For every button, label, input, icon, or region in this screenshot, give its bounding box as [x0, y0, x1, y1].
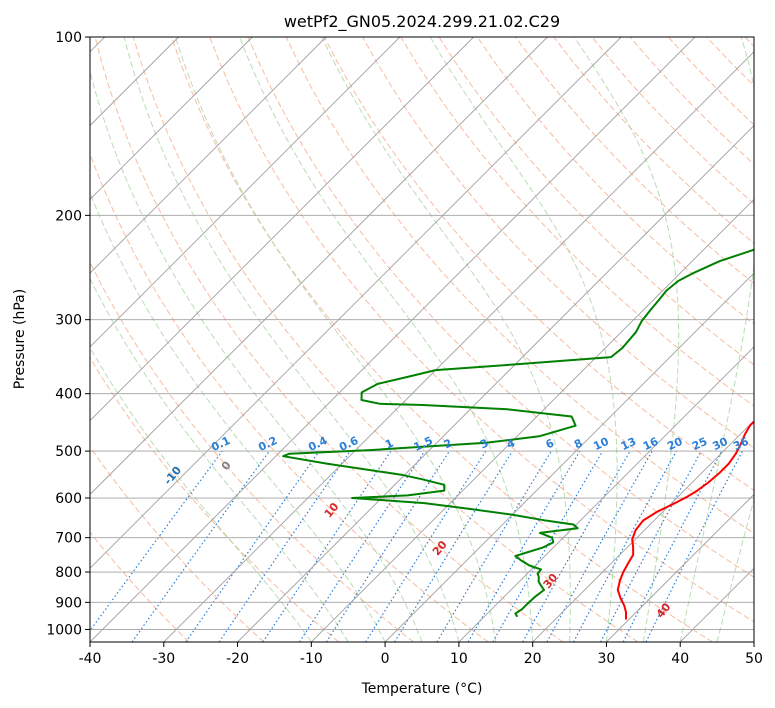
dewpoint-profile-line	[282, 248, 754, 618]
moist-adiabat	[90, 191, 386, 642]
x-tick-label: 30	[598, 651, 616, 667]
x-tick-label: 40	[671, 651, 689, 667]
isotherm	[606, 493, 754, 642]
isotherm	[237, 124, 754, 642]
y-tick-label: 100	[55, 30, 82, 46]
mixing-ratio-line	[546, 450, 653, 642]
mixing-ratio-line	[262, 450, 392, 642]
mixing-ratio-line	[394, 450, 513, 642]
x-tick-label: -20	[226, 651, 249, 667]
mixing-ratio-label: 20	[665, 435, 685, 453]
dry-adiabat	[90, 152, 489, 642]
isotherm	[90, 37, 474, 422]
x-tick-label: 50	[745, 651, 763, 667]
x-tick-label: -10	[300, 651, 323, 667]
dry-adiabat	[94, 37, 564, 642]
isotherm	[90, 37, 253, 200]
chart-title: wetPf2_GN05.2024.299.21.02.C29	[284, 12, 560, 32]
sounding-series	[282, 248, 754, 620]
isotherm	[90, 37, 327, 274]
mixing-ratio-label: 25	[690, 435, 709, 453]
mixing-ratio-line	[522, 450, 631, 642]
isotherm	[90, 37, 401, 348]
isotherm	[90, 37, 622, 569]
mixing-ratio-line	[90, 450, 223, 632]
y-tick-label: 300	[55, 313, 82, 329]
x-tick-label: -40	[79, 651, 102, 667]
y-tick-label: 500	[55, 444, 82, 460]
y-tick-label: 1000	[46, 622, 82, 638]
y-tick-label: 800	[55, 565, 82, 581]
dry-adiabat	[515, 37, 754, 285]
isotherm	[163, 51, 754, 642]
x-tick-label: 0	[381, 651, 390, 667]
dry-adiabat	[90, 531, 190, 642]
y-axis-title: Pressure (hPa)	[12, 289, 28, 389]
isotherm	[90, 37, 548, 496]
mixing-ratio-label: 30	[711, 435, 731, 453]
y-tick-label: 700	[55, 531, 82, 547]
temperature-profile-line	[616, 420, 754, 620]
moist-adiabat	[321, 37, 571, 642]
moist-adiabat	[429, 37, 618, 642]
mixing-ratio-line	[218, 450, 351, 642]
moist-adiabat	[175, 37, 497, 642]
mixing-ratio-line	[185, 450, 320, 642]
isotherm	[532, 420, 754, 642]
x-axis-title: Temperature (°C)	[361, 681, 483, 697]
isotherm	[311, 198, 754, 642]
mixing-ratio-line	[572, 450, 677, 642]
x-tick-label: 20	[524, 651, 542, 667]
isotherm	[90, 37, 696, 642]
x-tick-label: -30	[152, 651, 175, 667]
moist-adiabat	[679, 37, 754, 642]
mixing-ratio-label: 13	[619, 435, 638, 453]
plot-frame	[89, 36, 755, 643]
isotherm	[458, 346, 754, 642]
x-axis-ticks: -40 -30 -20 -10 0 10 20 30 40 50	[79, 642, 763, 667]
dry-adiabat	[171, 37, 713, 642]
mixing-ratio-line	[131, 450, 270, 642]
moist-adiabat	[90, 346, 312, 642]
y-tick-label: 900	[55, 595, 82, 611]
dry-adiabat	[476, 37, 754, 325]
y-tick-label: 600	[55, 491, 82, 507]
isotherm	[384, 272, 754, 642]
mixing-ratio-line	[325, 450, 450, 642]
moist-adiabat	[123, 37, 460, 642]
dry-adiabat	[209, 37, 754, 623]
moist-adiabat	[573, 37, 680, 642]
moist-adiabat	[90, 277, 349, 642]
mixing-ratio-label: 36	[731, 435, 751, 453]
grid-lines	[90, 37, 754, 642]
moist-adiabat	[90, 69, 423, 642]
dry-adiabat	[90, 356, 339, 642]
y-tick-label: 400	[55, 387, 82, 403]
x-tick-label: 10	[450, 651, 468, 667]
mixing-ratio-line	[299, 450, 426, 642]
dry-adiabat	[132, 37, 639, 642]
y-tick-label: 200	[55, 208, 82, 224]
background-reference-lines	[90, 37, 754, 642]
dry-adiabat	[362, 37, 754, 449]
moist-adiabat	[239, 37, 534, 642]
mixing-ratio-label: 16	[641, 435, 661, 453]
dry-adiabat	[90, 446, 265, 642]
mixing-ratio-label: 10	[591, 435, 611, 453]
mixing-ratio-line	[645, 450, 744, 642]
dry-adiabat	[400, 37, 754, 407]
dry-adiabat	[247, 37, 754, 578]
y-axis-ticks: 100 200 300 400 500 600 700 800 900 1000	[46, 30, 90, 638]
